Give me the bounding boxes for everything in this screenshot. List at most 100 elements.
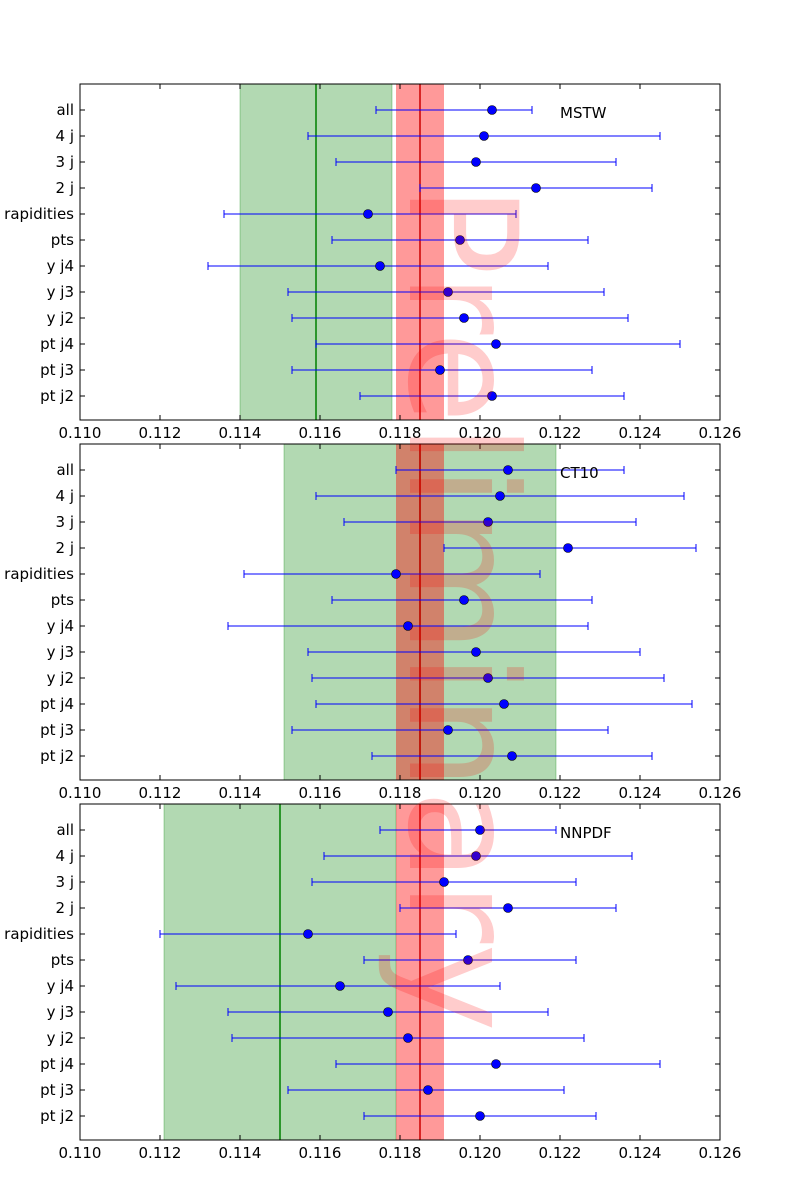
data-point-11	[507, 751, 517, 761]
x-tick-label: 0.114	[219, 1144, 262, 1162]
x-tick-label: 0.124	[619, 1144, 662, 1162]
x-tick-label: 0.120	[459, 784, 502, 802]
panel-nnpdf: all 4 j 3 j 2 j rapidities pts y j4 y j3 y j2 pt …	[4, 803, 742, 1162]
y-tick-label: 3 j	[56, 873, 74, 891]
x-tick-label: 0.116	[299, 424, 342, 442]
y-tick-label: pt j4	[40, 695, 74, 713]
y-tick-label: 2 j	[56, 179, 74, 197]
data-point-3	[531, 183, 541, 193]
data-point-6	[403, 621, 413, 631]
data-point-8	[483, 673, 493, 683]
data-point-10	[423, 1085, 433, 1095]
y-tick-label: 3 j	[56, 513, 74, 531]
data-point-9	[491, 339, 501, 349]
data-point-1	[471, 851, 481, 861]
y-tick-label: 4 j	[56, 847, 74, 865]
x-tick-label: 0.122	[539, 1144, 582, 1162]
data-point-6	[375, 261, 385, 271]
y-tick-label: pt j2	[40, 387, 74, 405]
x-tick-label: 0.112	[139, 424, 182, 442]
x-tick-label: 0.112	[139, 1144, 182, 1162]
x-tick-label: 0.110	[59, 784, 102, 802]
axes-frame	[79, 803, 721, 1141]
x-tick-label: 0.120	[459, 424, 502, 442]
x-tick-label: 0.118	[379, 1144, 422, 1162]
data-point-4	[391, 569, 401, 579]
y-tick-label: pts	[51, 591, 74, 609]
data-point-5	[455, 235, 465, 245]
x-tick-label: 0.124	[619, 784, 662, 802]
y-tick-label: 2 j	[56, 539, 74, 557]
x-tick-label: 0.118	[379, 784, 422, 802]
x-tick-label: 0.118	[379, 424, 422, 442]
y-tick-label: y j3	[47, 643, 74, 661]
y-tick-label: all	[56, 461, 74, 479]
y-tick-label: 4 j	[56, 127, 74, 145]
data-point-7	[443, 287, 453, 297]
y-tick-label: y j3	[47, 283, 74, 301]
y-tick-label: pt j3	[40, 361, 74, 379]
data-point-6	[335, 981, 345, 991]
data-point-4	[303, 929, 313, 939]
data-point-7	[471, 647, 481, 657]
y-tick-label: y j4	[47, 257, 74, 275]
y-tick-label: pts	[51, 231, 74, 249]
data-point-4	[363, 209, 373, 219]
y-tick-label: pts	[51, 951, 74, 969]
x-tick-label: 0.120	[459, 1144, 502, 1162]
data-point-8	[403, 1033, 413, 1043]
y-tick-label: all	[56, 101, 74, 119]
y-tick-label: rapidities	[4, 565, 74, 583]
panel-ct10: all 4 j 3 j 2 j rapidities pts y j4 y j3 y j2 pt …	[4, 443, 742, 802]
x-tick-label: 0.110	[59, 1144, 102, 1162]
data-point-3	[503, 903, 513, 913]
x-tick-label: 0.126	[699, 784, 742, 802]
data-point-10	[443, 725, 453, 735]
data-point-3	[563, 543, 573, 553]
y-tick-label: pt j2	[40, 747, 74, 765]
y-tick-label: pt j3	[40, 721, 74, 739]
x-tick-label: 0.126	[699, 1144, 742, 1162]
y-tick-label: rapidities	[4, 925, 74, 943]
data-point-7	[383, 1007, 393, 1017]
data-point-1	[479, 131, 489, 141]
y-tick-label: pt j2	[40, 1107, 74, 1125]
data-point-0	[487, 105, 497, 115]
data-point-2	[483, 517, 493, 527]
y-tick-label: y j2	[47, 309, 74, 327]
watermark-text: Preliminary	[374, 185, 548, 1032]
x-tick-label: 0.112	[139, 784, 182, 802]
axes-frame	[79, 83, 721, 421]
y-tick-label: y j4	[47, 977, 74, 995]
data-point-5	[459, 595, 469, 605]
y-tick-label: 2 j	[56, 899, 74, 917]
data-point-1	[495, 491, 505, 501]
y-tick-label: 4 j	[56, 487, 74, 505]
panel-mstw: all 4 j 3 j 2 j rapidities pts y j4 y j3 y j2 pt …	[4, 83, 742, 442]
x-tick-label: 0.122	[539, 784, 582, 802]
data-point-9	[499, 699, 509, 709]
data-point-8	[459, 313, 469, 323]
data-point-5	[463, 955, 473, 965]
data-point-2	[471, 157, 481, 167]
data-point-11	[475, 1111, 485, 1121]
panel-title: MSTW	[560, 104, 607, 122]
data-point-11	[487, 391, 497, 401]
x-tick-label: 0.114	[219, 784, 262, 802]
x-tick-label: 0.116	[299, 784, 342, 802]
y-tick-label: y j2	[47, 669, 74, 687]
y-tick-label: y j4	[47, 617, 74, 635]
y-tick-label: all	[56, 821, 74, 839]
x-tick-label: 0.124	[619, 424, 662, 442]
y-tick-label: pt j3	[40, 1081, 74, 1099]
panel-title: CT10	[560, 464, 599, 482]
x-tick-label: 0.126	[699, 424, 742, 442]
axes-frame	[79, 443, 721, 781]
y-tick-label: pt j4	[40, 1055, 74, 1073]
x-tick-label: 0.114	[219, 424, 262, 442]
y-tick-label: pt j4	[40, 335, 74, 353]
data-point-0	[503, 465, 513, 475]
y-tick-label: rapidities	[4, 205, 74, 223]
data-point-9	[491, 1059, 501, 1069]
